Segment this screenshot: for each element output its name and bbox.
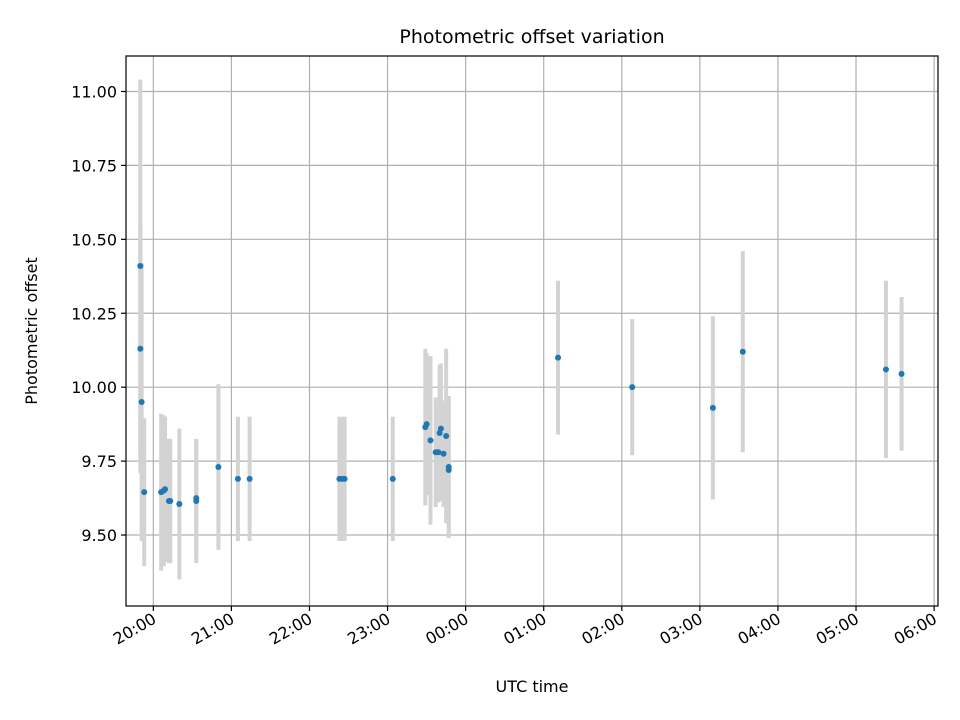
data-point xyxy=(435,449,442,456)
data-point xyxy=(389,475,396,482)
data-point xyxy=(555,354,562,361)
data-point xyxy=(193,498,200,505)
data-point xyxy=(138,398,145,405)
data-point xyxy=(137,345,144,352)
data-point xyxy=(137,262,144,269)
data-point xyxy=(215,464,222,471)
data-point xyxy=(246,475,253,482)
data-point xyxy=(427,437,434,444)
data-point xyxy=(162,486,169,493)
data-point xyxy=(440,450,447,457)
y-tick-label: 10.75 xyxy=(71,156,117,175)
chart-title: Photometric offset variation xyxy=(399,26,664,48)
y-tick-label: 11.00 xyxy=(71,82,117,101)
y-tick-label: 9.75 xyxy=(81,452,117,471)
data-point xyxy=(423,421,430,428)
data-point xyxy=(341,475,348,482)
data-point xyxy=(898,370,905,377)
grid xyxy=(126,56,938,606)
plot-frame xyxy=(125,55,939,607)
y-tick-label: 9.50 xyxy=(81,526,117,545)
y-tick-label: 10.50 xyxy=(71,230,117,249)
data-point xyxy=(882,366,889,373)
data-point xyxy=(443,432,450,439)
data-point xyxy=(445,464,452,471)
data-point xyxy=(167,498,174,505)
data-points xyxy=(137,262,905,507)
y-tick-label: 10.25 xyxy=(71,304,117,323)
plot-area xyxy=(126,56,938,606)
data-point xyxy=(629,384,636,391)
data-point xyxy=(141,489,148,496)
y-axis: 9.50 9.75 10.00 10.25 10.50 10.75 11.00 xyxy=(71,82,126,545)
data-point xyxy=(234,475,241,482)
x-axis-title: UTC time xyxy=(496,677,569,696)
data-point xyxy=(176,500,183,507)
y-axis-title: Photometric offset xyxy=(22,257,41,405)
y-tick-label: 10.00 xyxy=(71,378,117,397)
data-point xyxy=(739,348,746,355)
data-point xyxy=(709,404,716,411)
data-point xyxy=(437,425,444,432)
